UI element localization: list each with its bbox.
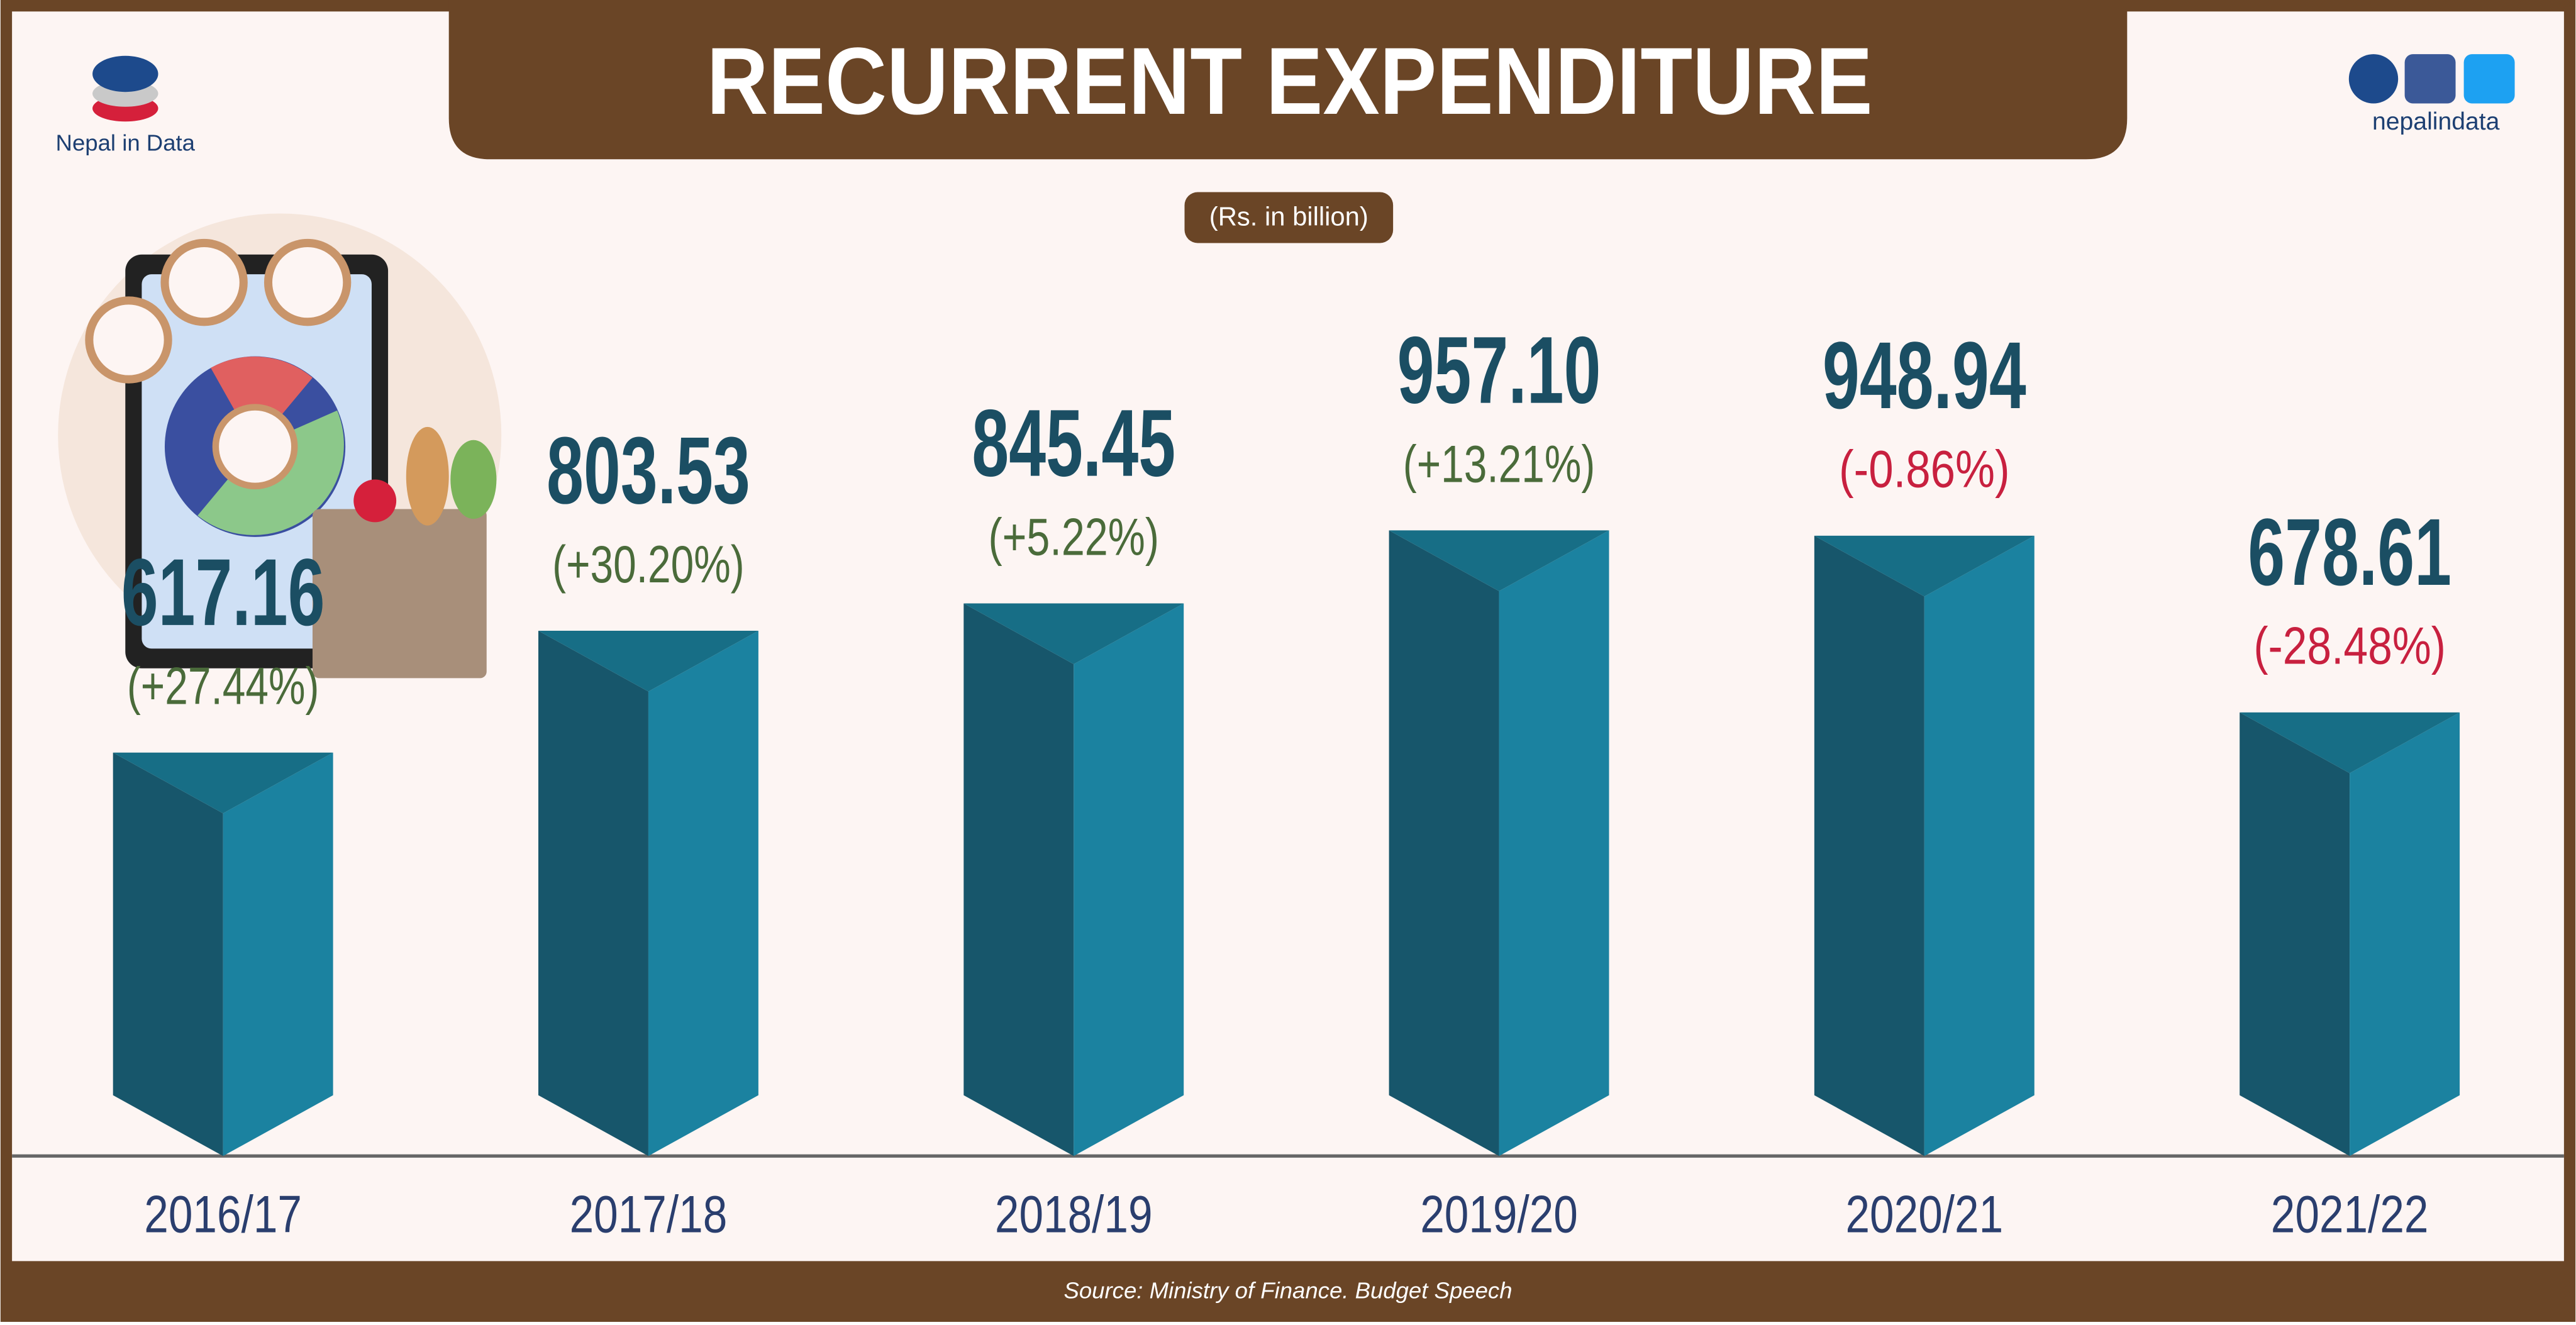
bar-top-face — [963, 603, 1184, 665]
brand: Nepal in Data — [56, 130, 196, 155]
illustration — [58, 213, 502, 679]
change-label: (+5.22%) — [988, 507, 1159, 566]
source: Source: Ministry of Finance. Budget Spee… — [1063, 1278, 1512, 1304]
subtitle-pill — [1184, 192, 1394, 243]
bar-left-face — [1389, 530, 1499, 1156]
value-label: 957.10 — [1397, 318, 1601, 424]
title-tab — [448, 0, 2128, 160]
change-label: (+27.44%) — [127, 657, 319, 716]
value-label: 617.16 — [121, 540, 325, 646]
bar-left-face — [2240, 712, 2350, 1156]
value-label: 678.61 — [2248, 499, 2451, 606]
bar-top-face — [538, 631, 758, 692]
bar-left-face — [538, 631, 648, 1156]
x-tick-label: 2018/19 — [995, 1185, 1153, 1244]
bar-left-face — [1814, 535, 1924, 1156]
change-label: (-0.86%) — [1839, 440, 2010, 499]
bar-right-face — [648, 631, 758, 1156]
social-icons — [2348, 54, 2515, 104]
bar-right-face — [1924, 535, 2035, 1156]
bar-right-face — [2350, 712, 2460, 1156]
logo — [92, 55, 158, 122]
bar-right-face — [1499, 530, 1609, 1156]
value-label: 803.53 — [547, 418, 750, 524]
x-tick-label: 2017/18 — [570, 1185, 728, 1244]
change-label: (+13.21%) — [1403, 434, 1596, 493]
bar-top-face — [113, 752, 333, 814]
x-tick-label: 2020/21 — [1845, 1185, 2003, 1244]
x-tick-label: 2016/17 — [144, 1185, 302, 1244]
chart-title: RECURRENT EXPENDITURE — [707, 28, 1873, 135]
bar-top-face — [1389, 530, 1609, 592]
bar-right-face — [1074, 603, 1184, 1156]
bar-top-face — [2240, 712, 2460, 773]
handle: nepalindata — [2372, 108, 2500, 135]
value-label: 948.94 — [1823, 323, 2026, 429]
bar-right-face — [223, 752, 333, 1156]
value-label: 845.45 — [972, 391, 1175, 497]
change-label: (-28.48%) — [2253, 616, 2446, 675]
bar-top-face — [1814, 535, 2035, 597]
bar-left-face — [963, 603, 1074, 1156]
x-tick-label: 2021/22 — [2271, 1185, 2429, 1244]
subtitle: (Rs. in billion) — [1209, 201, 1368, 231]
bar-left-face — [113, 752, 223, 1156]
change-label: (+30.20%) — [552, 535, 745, 594]
x-tick-label: 2019/20 — [1420, 1185, 1578, 1244]
